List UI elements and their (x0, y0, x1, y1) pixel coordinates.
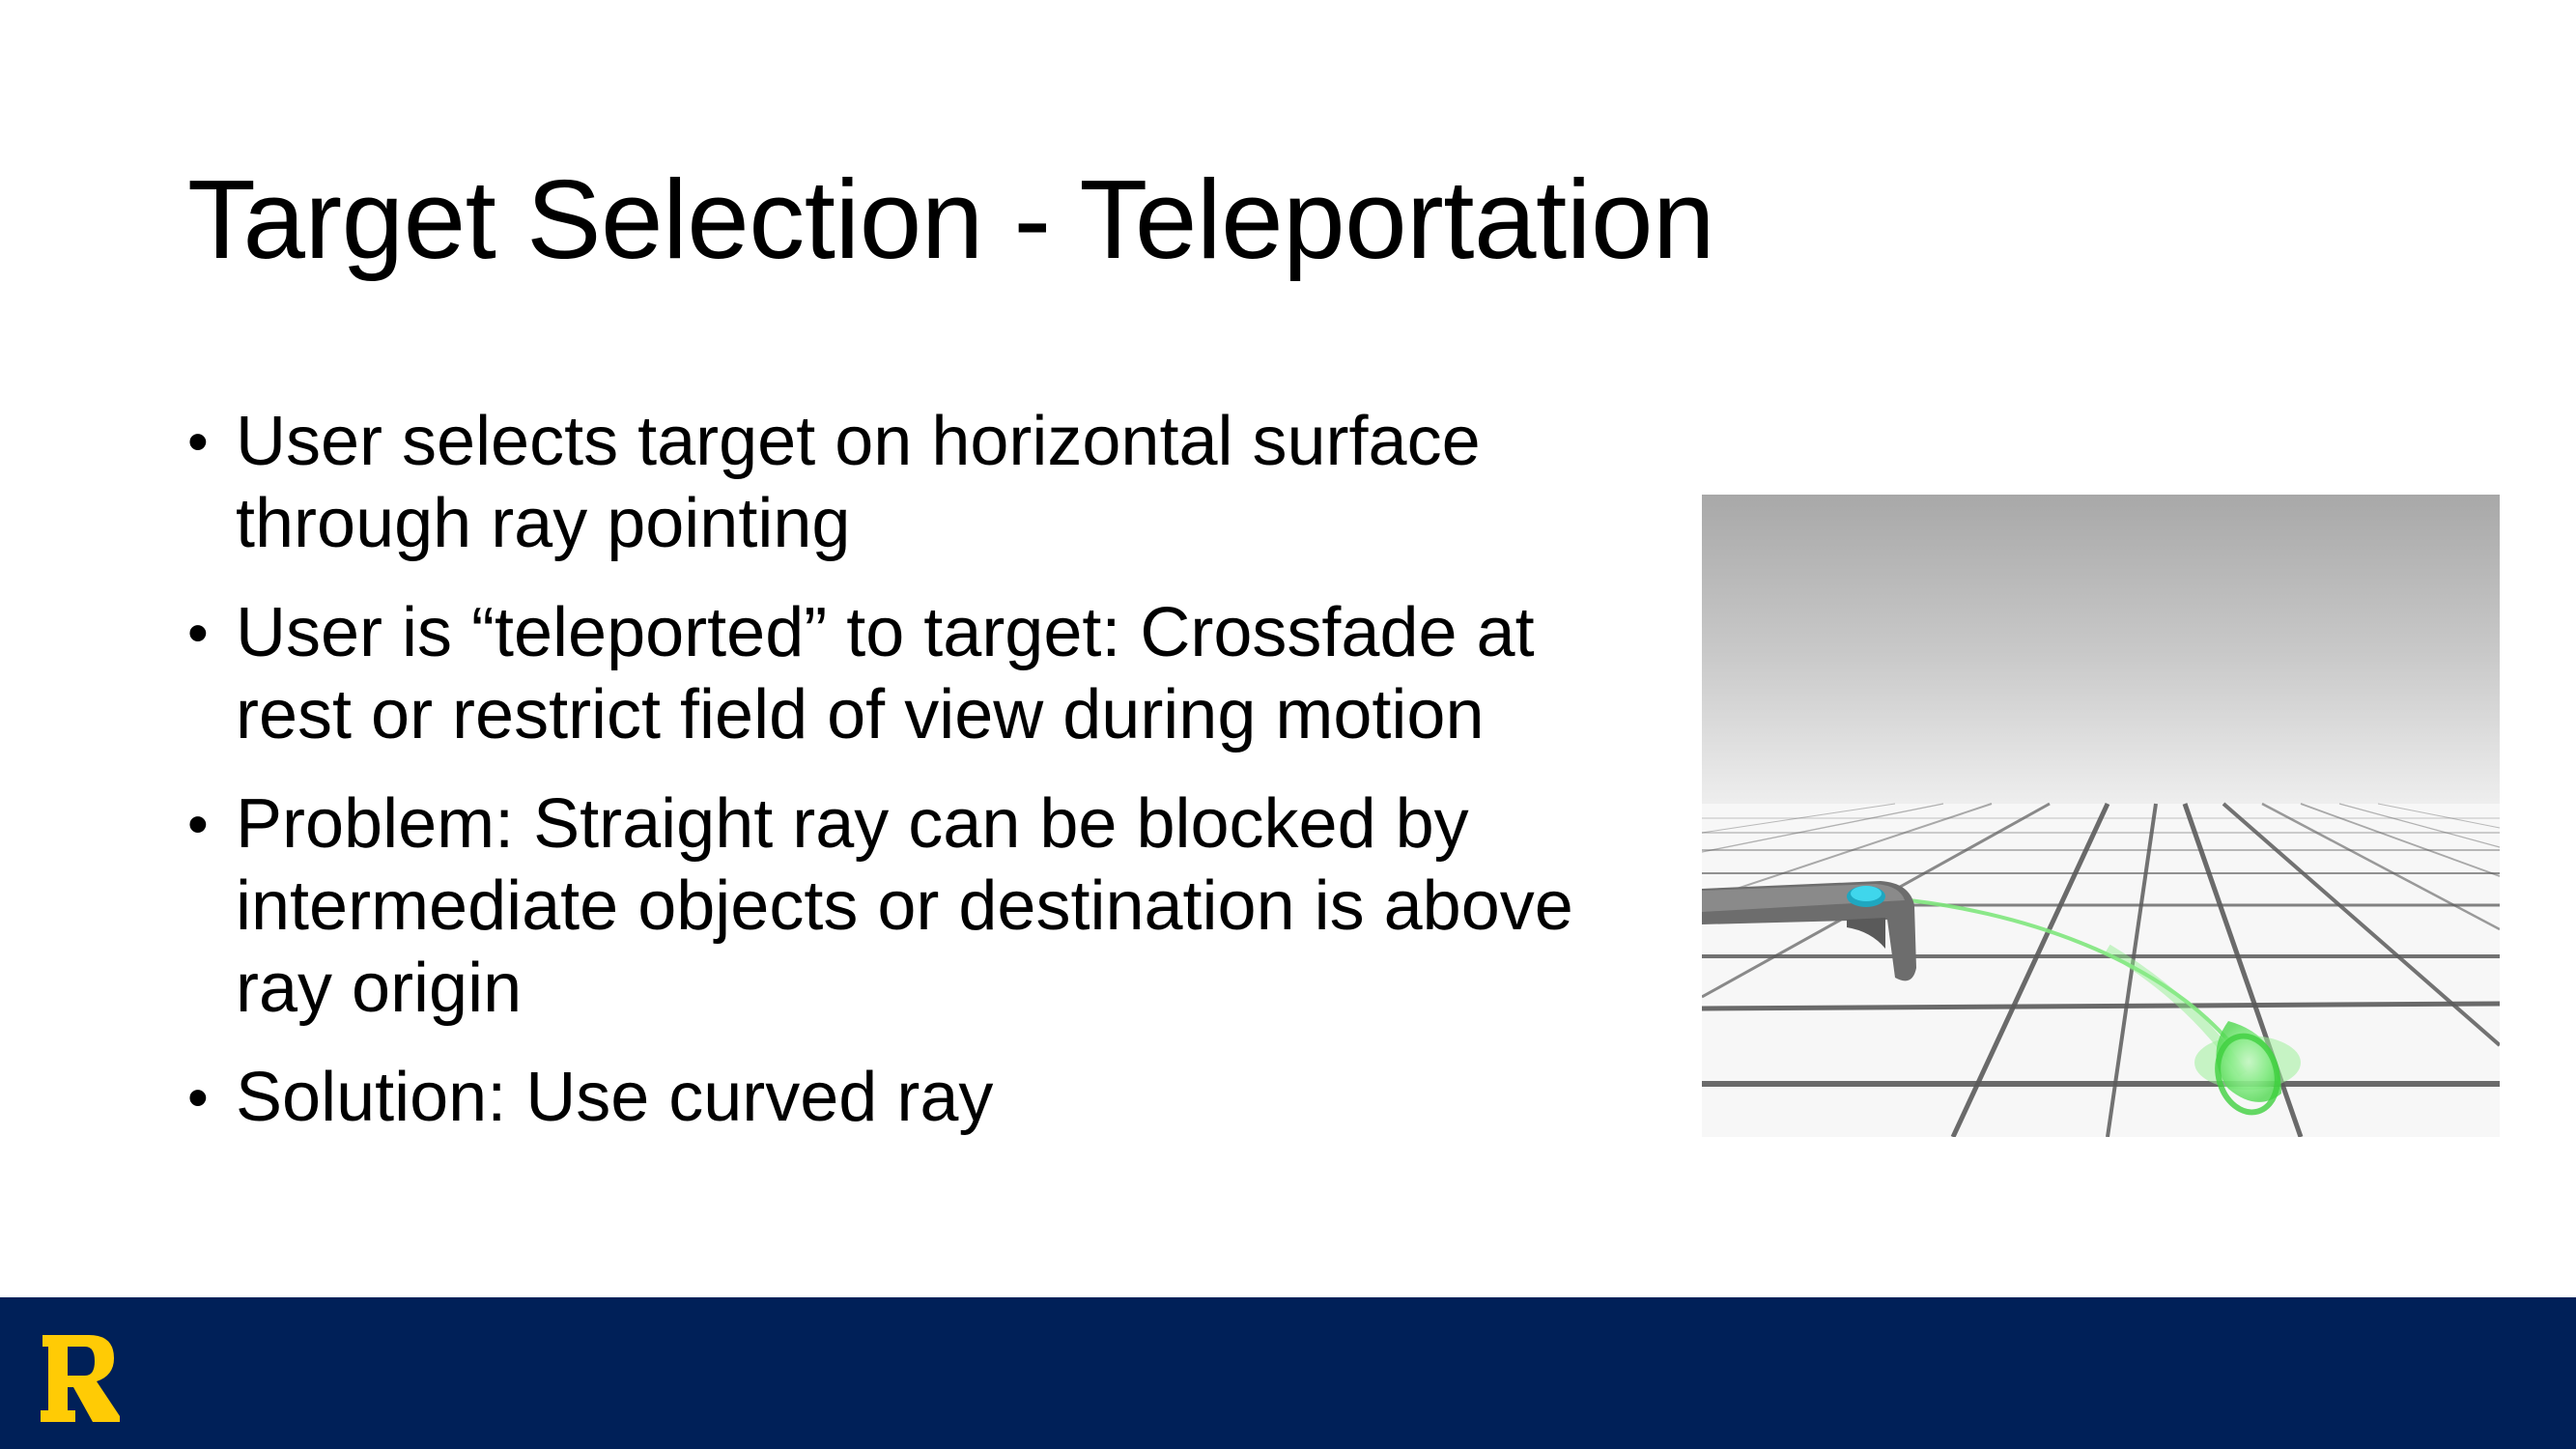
bullet-list: • User selects target on horizontal surf… (187, 401, 1607, 1166)
footer-bar (0, 1297, 2576, 1449)
vr-scene-illustration (1702, 495, 2500, 1137)
bullet-text: Solution: Use curved ray (236, 1059, 994, 1136)
vr-teleport-image (1702, 495, 2500, 1137)
university-logo (39, 1331, 122, 1424)
bullet-marker: • (187, 409, 209, 475)
slide-title: Target Selection - Teleportation (187, 156, 1715, 282)
vr-controller (1702, 881, 1916, 981)
bullet-item: • Problem: Straight ray can be blocked b… (187, 783, 1607, 1030)
bullet-item: • Solution: Use curved ray (187, 1057, 1607, 1139)
logo-r-icon (41, 1335, 120, 1422)
bullet-marker: • (187, 791, 209, 858)
curved-ray (1889, 896, 2230, 1042)
teleport-target-ring (2194, 1021, 2301, 1116)
floor-plane (1702, 804, 2500, 1137)
bullet-text: Problem: Straight ray can be blocked by … (236, 785, 1573, 1027)
bullet-text: User is “teleported” to target: Crossfad… (236, 594, 1535, 753)
bullet-item: • User selects target on horizontal surf… (187, 401, 1607, 565)
bullet-item: • User is “teleported” to target: Crossf… (187, 592, 1607, 756)
bullet-marker: • (187, 600, 209, 667)
bullet-text: User selects target on horizontal surfac… (236, 403, 1481, 562)
bullet-marker: • (187, 1065, 209, 1131)
